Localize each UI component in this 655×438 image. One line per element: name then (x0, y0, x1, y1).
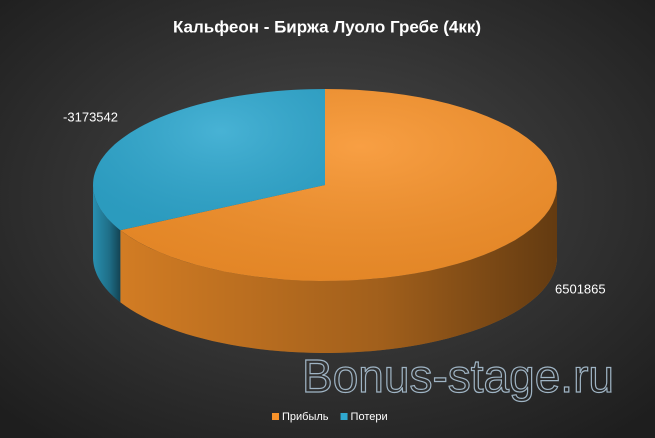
chart-title: Кальфеон - Биржа Луоло Гребе (4кк) (173, 17, 481, 36)
slice-side-shade (93, 185, 121, 303)
legend-label: Потери (351, 411, 388, 423)
data-label: 6501865 (555, 281, 606, 296)
legend-swatch (272, 413, 279, 420)
legend-label: Прибыль (282, 411, 329, 423)
slice-shine (93, 89, 325, 231)
data-label: -3173542 (63, 109, 118, 124)
watermark: Bonus-stage.ru (302, 350, 614, 402)
legend-swatch (340, 413, 348, 420)
slice-shine (120, 89, 557, 281)
slice-side-shade (120, 185, 558, 353)
